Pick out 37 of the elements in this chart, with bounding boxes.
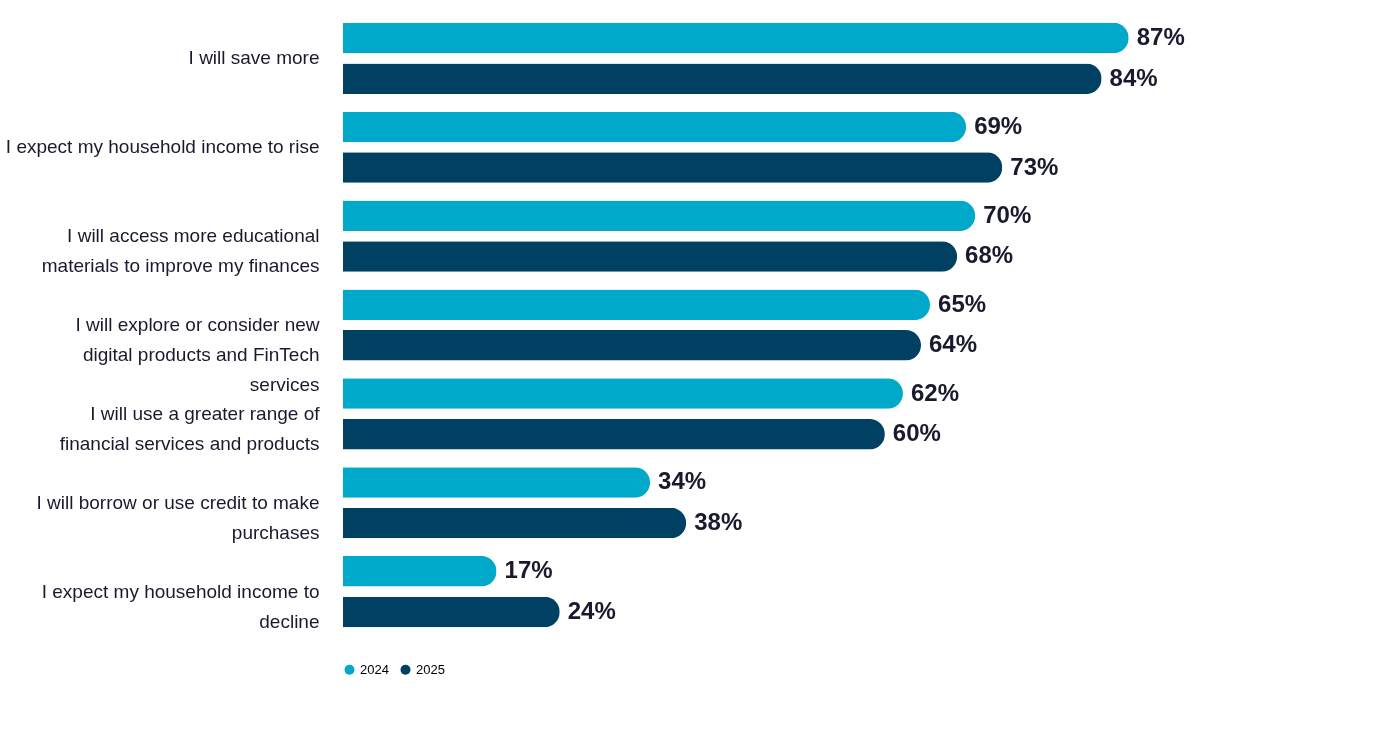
data-label: 38% <box>694 508 743 536</box>
bar <box>343 330 921 361</box>
legend-label: 2024 <box>360 661 389 677</box>
y-tick-label: I will explore or consider new digital products and FinTech services <box>75 314 320 395</box>
data-label: 68% <box>965 241 1014 269</box>
data-label: 62% <box>910 378 959 406</box>
data-label: 87% <box>1136 23 1185 51</box>
data-label: 24% <box>567 596 616 624</box>
data-label: 84% <box>1109 63 1158 91</box>
y-tick-label: I will access more educational materials to improve my finances <box>41 225 320 277</box>
bar <box>343 467 651 498</box>
legend-label: 2025 <box>416 661 445 677</box>
bar <box>343 200 976 232</box>
bar <box>343 63 1102 94</box>
bar <box>343 152 1003 183</box>
bar <box>343 418 885 450</box>
bar <box>343 241 958 272</box>
data-label: 64% <box>929 330 978 358</box>
data-label: 34% <box>658 467 707 495</box>
bar <box>343 111 967 143</box>
data-label: 69% <box>974 111 1023 139</box>
bar <box>343 22 1129 54</box>
bar <box>343 596 560 628</box>
bar <box>343 507 687 539</box>
data-label: 73% <box>1010 152 1059 180</box>
data-label: 65% <box>938 289 987 317</box>
bar <box>343 378 903 409</box>
y-tick-label: I expect my household income to decline <box>41 580 320 632</box>
bar <box>343 556 497 587</box>
y-tick-label: I will borrow or use credit to make purchases <box>36 491 320 543</box>
bar <box>343 289 931 320</box>
y-tick-label: I will save more <box>188 47 320 69</box>
data-label: 70% <box>983 200 1032 228</box>
data-label: 60% <box>892 419 941 447</box>
data-label: 17% <box>504 556 553 584</box>
y-tick-label: I will use a greater range of financial services and products <box>59 402 321 454</box>
y-tick-label: I expect my household income to rise <box>5 136 320 158</box>
